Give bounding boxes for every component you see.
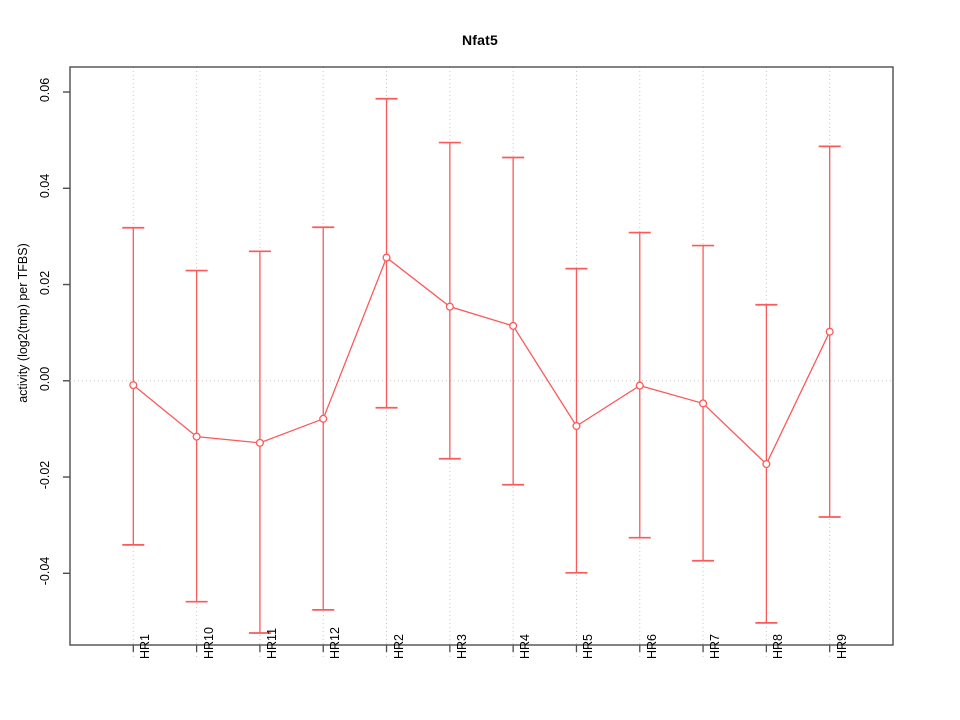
x-tick-label-text: HR7 [708,633,723,659]
data-point-marker [255,438,264,447]
y-tick-label-text: -0.02 [38,460,52,490]
axis-frame [69,66,894,646]
x-tick-label: HR5 [581,634,606,673]
x-tick-label-text: HR1 [138,633,153,659]
x-tick-label: HR8 [771,634,796,673]
y-tick-label: -0.04 [28,557,62,586]
x-tick-label-text: HR5 [581,633,596,659]
y-tick-label: 0.06 [28,78,62,102]
data-point-marker [382,253,391,262]
x-tick-label-text: HR4 [518,633,533,659]
series-line [132,256,831,466]
y-tick-label-text: 0.00 [38,366,52,391]
x-tick-label-text: HR3 [454,633,469,659]
x-tick-label: HR6 [645,634,670,673]
data-point-marker [319,414,328,423]
y-tick-label-text: 0.02 [38,270,52,295]
y-tick-label: 0.04 [28,174,62,198]
x-tick-label: HR10 [202,627,234,673]
y-tick-label: -0.02 [28,461,62,490]
data-point-marker [572,421,581,431]
data-point-marker [509,321,518,330]
x-tick-label: HR11 [265,628,296,673]
x-tick-label-text: HR6 [644,633,659,659]
error-bars [122,97,841,634]
y-tick-label-text: -0.04 [38,557,52,586]
plot-frame [69,66,894,646]
x-tick-label-text: HR8 [771,633,786,659]
y-tick-label-text: 0.04 [38,174,52,199]
y-tick-label: 0.00 [28,367,62,391]
x-tick-label-text: HR2 [391,633,406,659]
x-tick-label-text: HR9 [834,633,849,659]
x-tick-label: HR7 [708,634,733,673]
x-tick-label: HR2 [392,634,417,673]
gridlines [132,67,831,659]
y-tick-label-text: 0.06 [38,77,52,103]
x-tick-label: HR1 [138,634,163,673]
data-point-marker [129,381,138,390]
x-tick-label: HR3 [455,634,480,673]
series-polyline [132,256,831,466]
axis-ticks [63,91,831,652]
x-tick-label-text: HR11 [264,627,279,659]
data-point-marker [699,399,708,408]
data-point-marker [635,381,644,390]
x-tick-label: HR12 [328,627,360,673]
data-point-marker [825,327,834,336]
x-tick-label-text: HR10 [201,627,216,659]
chart-title: Nfat5 [461,32,498,48]
data-point-marker [445,302,454,311]
x-tick-label: HR9 [835,634,860,673]
series-points [129,253,834,469]
data-point-marker [762,459,771,469]
x-tick-label-text: HR12 [328,627,343,659]
data-point-marker [192,432,201,441]
x-tick-label: HR4 [518,634,543,673]
y-tick-label: 0.02 [28,270,62,294]
